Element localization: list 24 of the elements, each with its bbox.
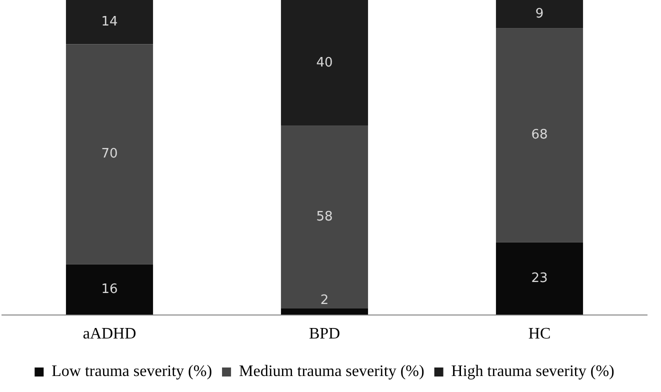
legend-label: Medium trauma severity (%) — [239, 363, 424, 380]
bar — [496, 0, 584, 28]
data-label: 14 — [101, 14, 118, 30]
data-label: 68 — [531, 128, 548, 143]
data-label: 70 — [101, 146, 118, 162]
bar — [496, 242, 584, 315]
legend-label: Low trauma severity (%) — [52, 363, 212, 380]
data-label: 2 — [320, 292, 329, 308]
bar — [66, 44, 154, 264]
bar — [66, 264, 154, 315]
x-tick-label: HC — [528, 326, 551, 343]
bar — [496, 28, 584, 242]
x-tick-label: aADHD — [82, 326, 136, 343]
data-label: 40 — [316, 55, 333, 70]
x-tick-label: BPD — [308, 326, 340, 343]
legend-label: High trauma severity (%) — [451, 363, 614, 380]
data-label: 9 — [535, 6, 544, 22]
data-label: 16 — [101, 282, 118, 297]
bar — [280, 0, 368, 126]
data-label: 58 — [316, 210, 333, 225]
data-label: 23 — [531, 270, 548, 286]
bar — [66, 0, 154, 44]
bar — [280, 308, 368, 315]
bar — [280, 126, 368, 309]
